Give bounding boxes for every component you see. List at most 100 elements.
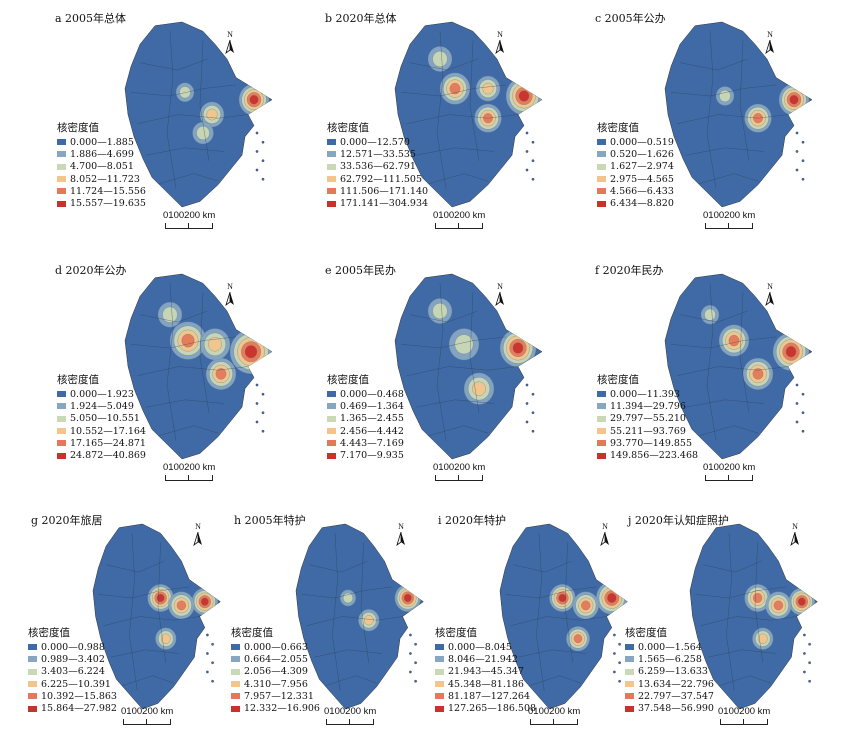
density-hotspot bbox=[161, 633, 171, 644]
north-label: N bbox=[767, 30, 773, 39]
scale-label: 200 km bbox=[142, 706, 174, 717]
legend-swatch bbox=[597, 452, 606, 459]
admin-boundary bbox=[199, 40, 210, 161]
panel-j: j 2020年认知症照护 N 核密度值 0.000—1.564 1.565—6.258 6… bbox=[622, 512, 822, 742]
legend-label: 13.634—22.796 bbox=[638, 678, 714, 690]
island bbox=[255, 383, 259, 387]
legend-label: 22.797—37.547 bbox=[638, 690, 714, 702]
legend-item: 0.000—8.045 bbox=[435, 641, 536, 653]
legend-swatch bbox=[625, 644, 634, 651]
island bbox=[795, 150, 799, 153]
legend-label: 11.724—15.556 bbox=[70, 185, 146, 197]
scale-label: 0 bbox=[433, 210, 439, 221]
scale-label: 200 km bbox=[454, 462, 486, 473]
scale-label: 100 bbox=[708, 210, 725, 221]
density-hotspot bbox=[244, 345, 258, 359]
admin-boundary bbox=[510, 616, 607, 626]
legend-item: 7.957—12.331 bbox=[231, 690, 320, 702]
island bbox=[803, 652, 806, 655]
admin-boundary bbox=[754, 542, 763, 663]
panel-title: i 2020年特护 bbox=[438, 514, 507, 527]
legend-swatch bbox=[435, 668, 444, 675]
region-outline bbox=[394, 273, 543, 460]
legend-label: 7.957—12.331 bbox=[244, 690, 314, 702]
scale-label: 100 bbox=[329, 706, 346, 717]
admin-boundary bbox=[154, 425, 219, 437]
legend: 核密度值 0.000—0.663 0.664—2.055 2.056—4.309 4.3… bbox=[231, 625, 320, 715]
north-label: N bbox=[227, 282, 233, 291]
legend-swatch bbox=[327, 151, 336, 158]
legend-item: 4.566—6.433 bbox=[597, 185, 674, 197]
scale-label: 100 bbox=[708, 462, 725, 473]
legend-item: 0.000—1.923 bbox=[57, 388, 146, 400]
north-label: N bbox=[602, 522, 608, 531]
legend-label: 0.000—0.519 bbox=[610, 136, 674, 148]
legend-item: 0.000—1.885 bbox=[57, 136, 146, 148]
density-hotspot bbox=[482, 82, 494, 95]
density-hotspot bbox=[573, 634, 583, 644]
legend: 核密度值 0.000—0.988 0.989—3.402 3.403—6.224 6.2… bbox=[28, 625, 117, 715]
legend-item: 0.000—0.519 bbox=[597, 136, 674, 148]
legend-swatch bbox=[57, 452, 66, 459]
density-map bbox=[124, 21, 273, 208]
legend-label: 0.989—3.402 bbox=[41, 653, 105, 665]
island bbox=[261, 392, 265, 396]
island bbox=[618, 679, 621, 683]
island bbox=[525, 150, 529, 153]
island bbox=[531, 411, 535, 415]
scale-label: 0 bbox=[703, 462, 709, 473]
legend-item: 0.469—1.364 bbox=[327, 400, 404, 412]
density-hotspot bbox=[581, 600, 591, 611]
legend-item: 21.943—45.347 bbox=[435, 666, 536, 678]
density-hotspot bbox=[179, 86, 191, 99]
legend-title: 核密度值 bbox=[327, 374, 369, 386]
scale-label: 200 km bbox=[724, 462, 756, 473]
admin-boundary bbox=[166, 283, 177, 441]
legend-swatch bbox=[597, 428, 606, 435]
island bbox=[531, 392, 535, 396]
legend-label: 8.046—21.942 bbox=[448, 653, 518, 665]
legend-item: 3.403—6.224 bbox=[28, 666, 117, 678]
panel-title: j 2020年认知症照护 bbox=[628, 514, 729, 527]
panel-title: a 2005年总体 bbox=[55, 12, 127, 25]
region-outline bbox=[124, 21, 273, 208]
legend-item: 7.170—9.935 bbox=[327, 449, 404, 461]
admin-boundary bbox=[400, 336, 507, 349]
legend: 核密度值 0.000—8.045 8.046—21.942 21.943—45.347… bbox=[435, 625, 536, 715]
legend-item: 29.797—55.210 bbox=[597, 413, 698, 425]
legend-swatch bbox=[57, 403, 66, 410]
admin-boundary bbox=[564, 542, 573, 663]
admin-boundary bbox=[199, 292, 210, 413]
panel-e: e 2005年民办 N 核密度值 0.000—0.468 0.469—1.364 1.36… bbox=[325, 262, 560, 497]
island bbox=[255, 420, 259, 424]
scale-bar: 0 100 200 km bbox=[433, 210, 485, 232]
density-hotspot bbox=[162, 306, 178, 323]
admin-boundary bbox=[436, 283, 447, 441]
island bbox=[261, 429, 265, 433]
region-outline bbox=[124, 273, 273, 460]
panel-title: h 2005年特护 bbox=[234, 514, 306, 527]
legend-swatch bbox=[435, 681, 444, 688]
density-hotspot bbox=[518, 90, 530, 102]
admin-boundary bbox=[469, 292, 480, 413]
admin-boundary bbox=[409, 58, 478, 71]
density-hotspot bbox=[249, 95, 259, 105]
legend-item: 1.886—4.699 bbox=[57, 148, 146, 160]
density-hotspot bbox=[200, 597, 209, 606]
legend-item: 1.924—5.049 bbox=[57, 400, 146, 412]
legend-swatch bbox=[625, 705, 634, 712]
admin-boundary bbox=[139, 310, 208, 323]
legend-swatch bbox=[57, 391, 66, 398]
island bbox=[531, 429, 535, 433]
scale-label: 100 bbox=[438, 462, 455, 473]
legend-label: 29.797—55.210 bbox=[610, 413, 686, 425]
legend-item: 0.000—0.988 bbox=[28, 641, 117, 653]
admin-boundary bbox=[739, 292, 750, 413]
north-arrow-icon: N bbox=[493, 282, 507, 307]
legend-swatch bbox=[231, 644, 240, 651]
legend-swatch bbox=[327, 176, 336, 183]
legend-label: 15.557—19.635 bbox=[70, 198, 146, 210]
island bbox=[801, 140, 805, 144]
legend-swatch bbox=[435, 644, 444, 651]
legend-swatch bbox=[625, 693, 634, 700]
